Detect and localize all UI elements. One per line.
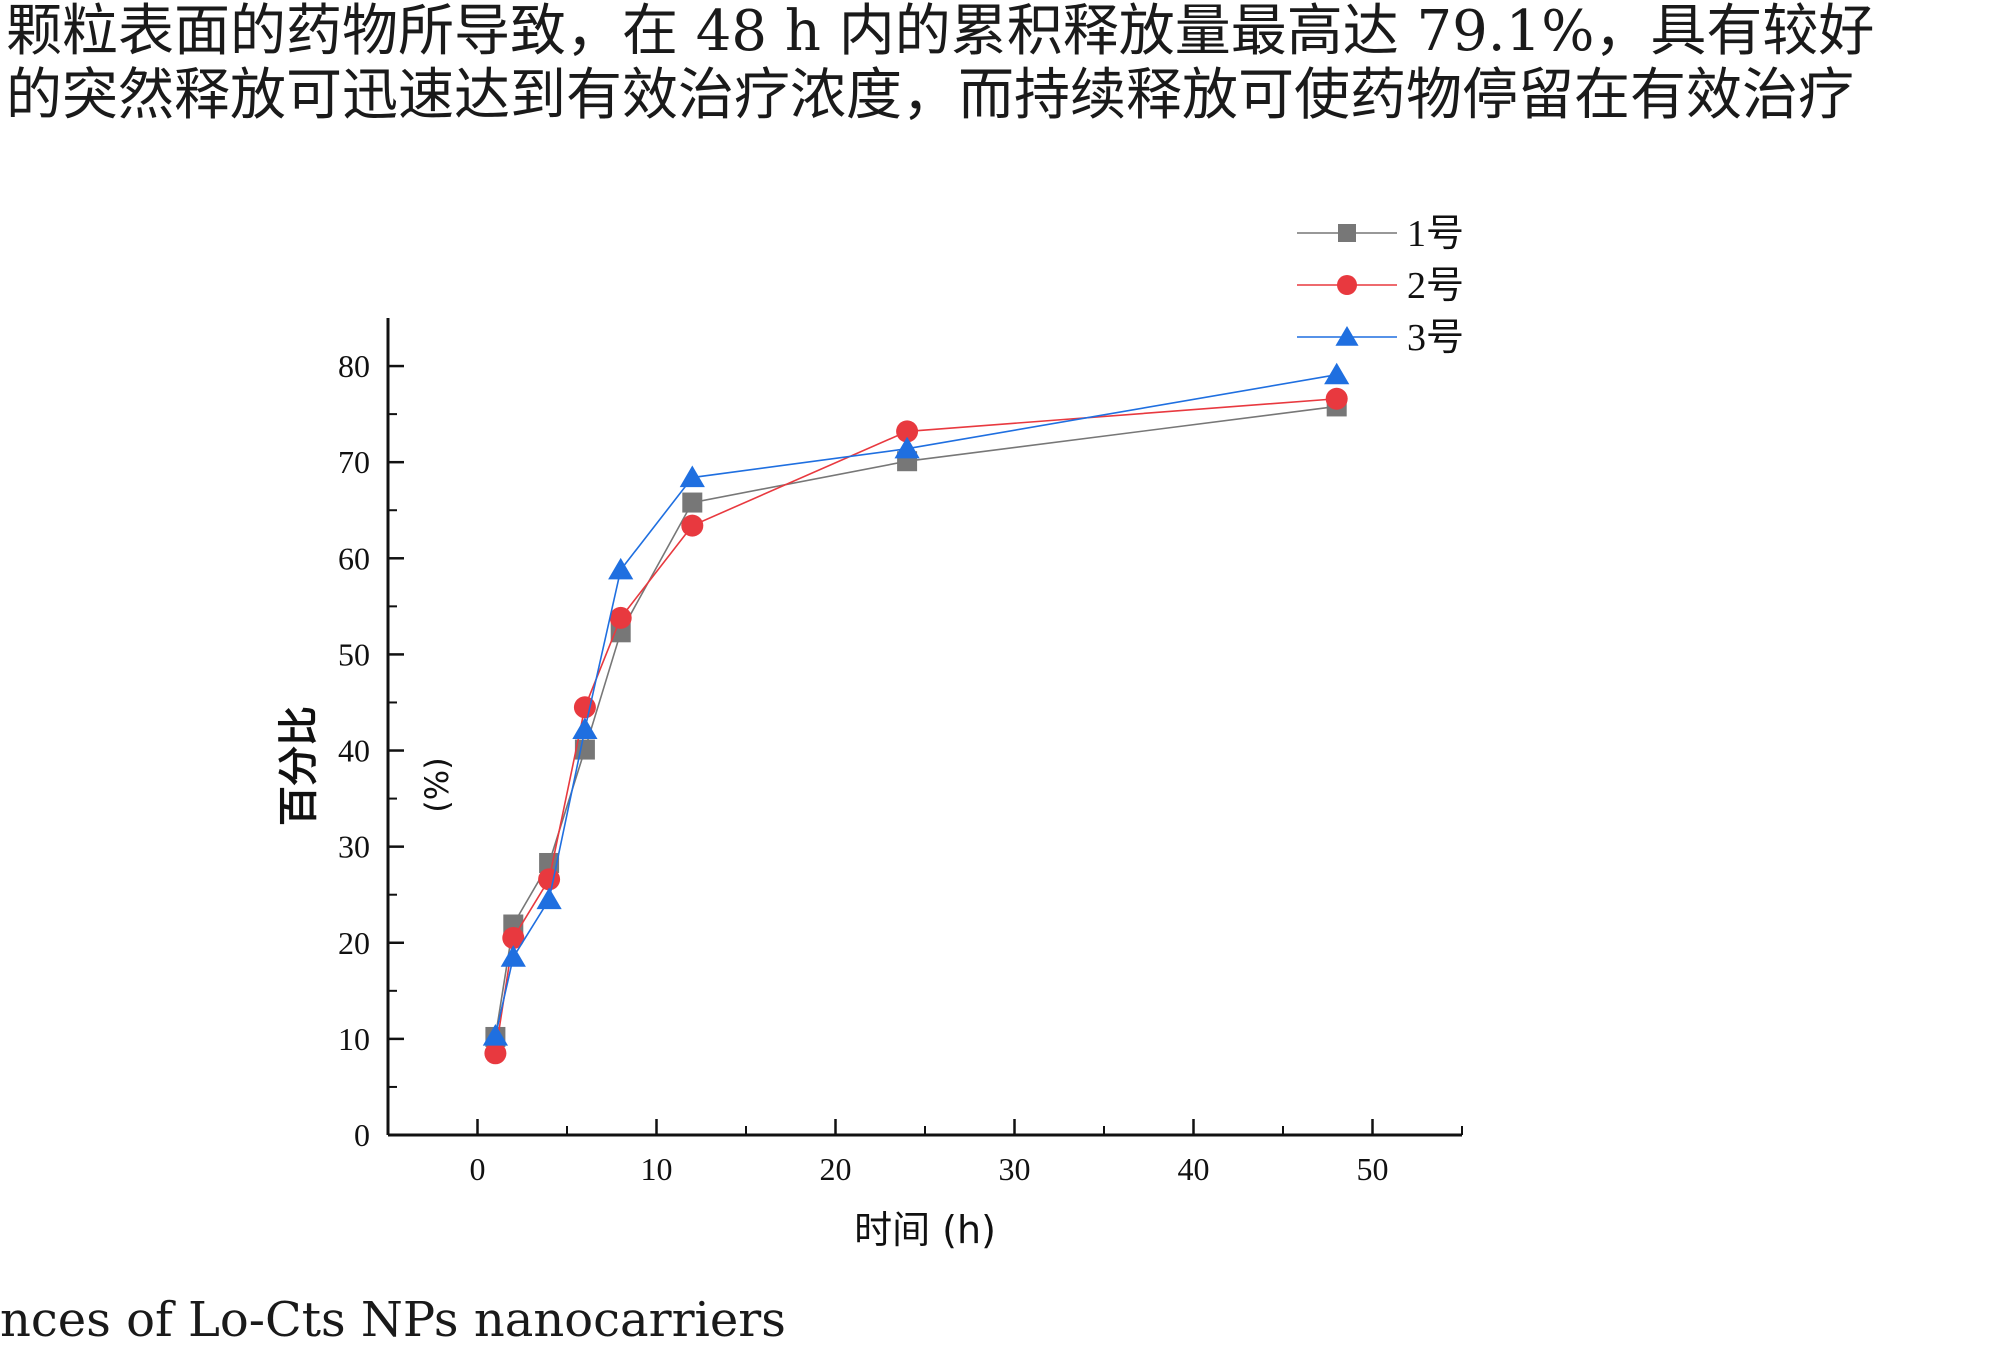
legend-label: 2号 (1407, 265, 1464, 307)
paragraph-line-1: 颗粒表面的药物所导致，在 48 h 内的累积释放量最高达 79.1%，具有较好 (6, 0, 1875, 64)
data-point (894, 436, 920, 459)
y-tick-label: 0 (354, 1117, 370, 1153)
y-tick-label: 80 (338, 348, 370, 384)
data-point (482, 1023, 508, 1046)
y-tick-label: 40 (338, 733, 370, 769)
legend-item-3: 3号 (1297, 317, 1464, 359)
y-tick-label: 70 (338, 444, 370, 480)
data-point (536, 887, 562, 910)
legend-label: 1号 (1407, 213, 1464, 255)
data-point (1324, 362, 1350, 385)
x-tick-label: 30 (999, 1151, 1031, 1187)
series-line (494, 405, 1337, 1038)
data-point (682, 492, 703, 513)
series-3 (482, 362, 1350, 1046)
data-point (608, 557, 634, 580)
data-point (484, 1042, 507, 1065)
y-tick-label: 50 (338, 636, 370, 672)
y-tick-label: 10 (338, 1021, 370, 1057)
data-point (1325, 387, 1348, 410)
x-axis-label: 时间 (h) (854, 1208, 996, 1252)
series-line (494, 397, 1337, 1054)
chart-legend: 1号 2号 3号 (1297, 213, 1464, 359)
y-tick-label: 60 (338, 540, 370, 576)
legend-item-1: 1号 (1297, 213, 1464, 255)
legend-marker (1335, 326, 1359, 346)
y-axis-label: 百分比 (276, 706, 322, 826)
series-line (494, 373, 1337, 1037)
paragraph-line-2: 的突然释放可迅速达到有效治疗浓度，而持续释放可使药物停留在有效治疗 (6, 63, 1854, 128)
series-1 (485, 396, 1347, 1047)
data-point (681, 514, 704, 537)
data-point (609, 606, 632, 629)
legend-label: 3号 (1407, 317, 1464, 359)
chart-series (482, 362, 1350, 1065)
data-point (573, 696, 596, 719)
y-tick-label: 30 (338, 829, 370, 865)
data-point (538, 868, 561, 891)
release-chart: 0 10 20 30 40 50 60 70 80 0 10 20 30 40 50 1号 2号 3号 时间 (… (276, 213, 1464, 1252)
x-tick-label: 10 (641, 1151, 673, 1187)
data-point (500, 945, 526, 967)
data-point (679, 465, 705, 488)
data-point (896, 420, 919, 443)
legend-marker (1337, 275, 1357, 295)
series-2 (484, 387, 1348, 1065)
data-point (572, 717, 598, 739)
y-axis-unit-label: (%) (418, 757, 456, 812)
x-tick-label: 50 (1357, 1151, 1389, 1187)
y-tick-label: 20 (338, 925, 370, 961)
legend-marker (1338, 224, 1356, 242)
chart-axes: 0 10 20 30 40 50 60 70 80 0 10 20 30 40 50 (338, 318, 1463, 1187)
data-point (502, 926, 525, 949)
figure-caption: nces of Lo-Cts NPs nanocarriers (0, 1292, 786, 1348)
legend-item-2: 2号 (1297, 265, 1464, 307)
x-tick-label: 0 (470, 1151, 486, 1187)
x-tick-label: 20 (820, 1151, 852, 1187)
x-tick-label: 40 (1178, 1151, 1210, 1187)
